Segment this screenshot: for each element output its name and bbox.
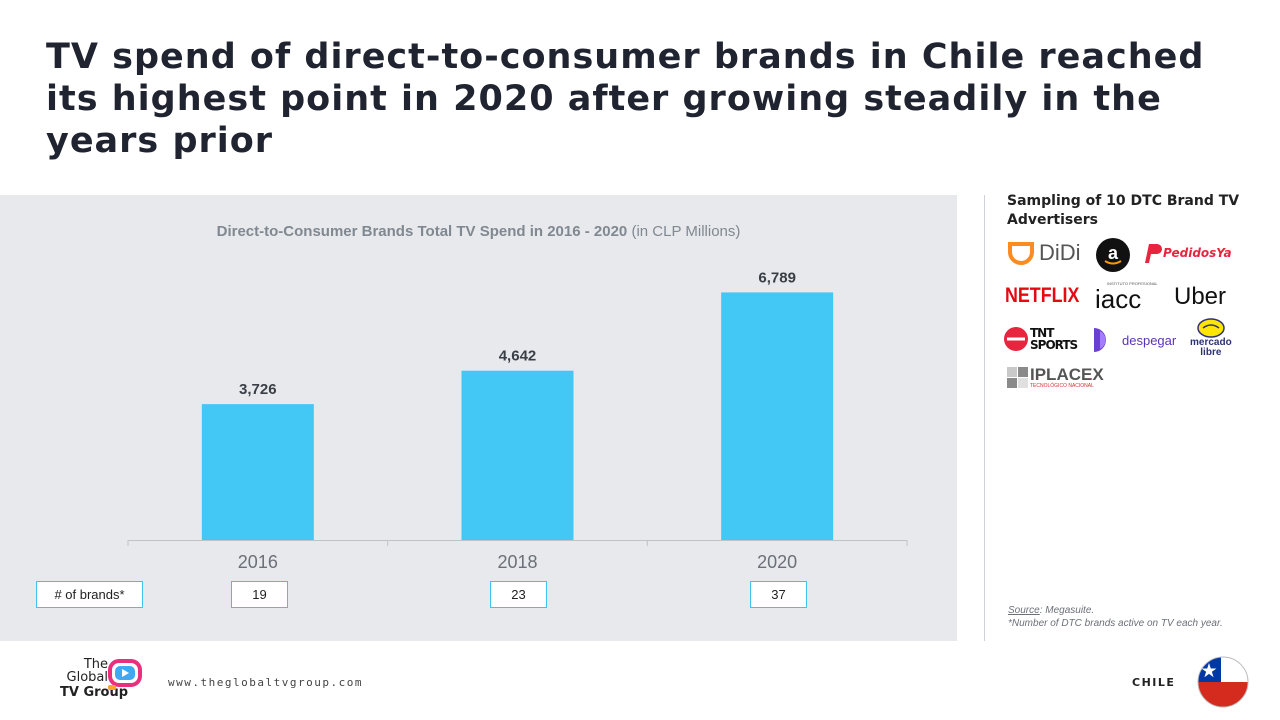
logo-text: The Global xyxy=(60,658,108,684)
logo-text-line1: The xyxy=(83,657,108,672)
x-tick-2016: 2016 xyxy=(238,552,278,572)
chart-title-bold: Direct-to-Consumer Brands Total TV Spend… xyxy=(216,223,628,240)
iacc-logo: INSTITUTO PROFESIONAL iacc xyxy=(1095,281,1158,312)
sidebar-title: Sampling of 10 DTC Brand TV Advertisers xyxy=(1007,193,1240,228)
chart-title-unit: (in CLP Millions) xyxy=(631,223,741,240)
source-note: Source: Megasuite. *Number of DTC brands… xyxy=(1008,604,1268,630)
website-url: www.theglobaltvgroup.com xyxy=(168,676,363,689)
despegar-logo: despegar xyxy=(1092,327,1176,353)
data-label-2018: 4,642 xyxy=(499,348,537,365)
bar-2016 xyxy=(201,404,314,540)
netflix-wordmark: NETFLIX xyxy=(1005,284,1080,307)
didi-logo: DiDi xyxy=(1006,238,1081,268)
x-tick-2020: 2020 xyxy=(757,552,797,572)
iplacex-logo: IPLACEX TECNOLÓGICO NACIONAL xyxy=(1007,366,1104,389)
iplacex-tagline: TECNOLÓGICO NACIONAL xyxy=(1030,383,1094,389)
netflix-logo: NETFLIX xyxy=(1005,284,1093,308)
page-title: TV spend of direct-to-consumer brands in… xyxy=(46,37,1205,161)
bar-chart: 3,726 2016 4,642 2018 6,789 2020 xyxy=(127,269,908,572)
chart-title: Direct-to-Consumer Brands Total TV Spend… xyxy=(0,223,957,240)
iplacex-icon xyxy=(1007,366,1028,388)
pedidosya-icon xyxy=(1145,244,1162,263)
despegar-wordmark: despegar xyxy=(1122,332,1177,348)
sports-wordmark: SPORTS xyxy=(1030,337,1078,352)
data-label-2020: 6,789 xyxy=(758,269,796,286)
brand-count-2020: 37 xyxy=(750,581,807,608)
logo-text-line2: Global xyxy=(66,670,108,685)
mercado-libre-icon xyxy=(1197,318,1225,338)
tnt-wordmark: TNT xyxy=(1030,325,1054,340)
tnt-sports-icon xyxy=(1004,327,1028,351)
country-label: CHILE xyxy=(1132,676,1176,689)
libre-wordmark: libre xyxy=(1200,347,1222,358)
pedidosya-wordmark: PedidosYa xyxy=(1163,246,1232,260)
chile-flag-icon xyxy=(1197,656,1249,708)
bar-2020 xyxy=(721,292,834,540)
uber-logo: Uber xyxy=(1174,283,1226,311)
brand-count-2016: 19 xyxy=(231,581,288,608)
mercado-libre-logo: mercado libre xyxy=(1190,318,1232,358)
bar-2018 xyxy=(461,370,574,540)
amazon-icon: a xyxy=(1096,238,1130,272)
brand-count-2018: 23 xyxy=(490,581,547,608)
x-tick-2018: 2018 xyxy=(497,552,537,572)
source-label: Source xyxy=(1008,605,1040,616)
vertical-divider xyxy=(984,195,985,641)
global-tv-group-logo: The Global TV Group xyxy=(60,658,150,706)
iplacex-wordmark: IPLACEX xyxy=(1030,365,1104,384)
uber-wordmark: Uber xyxy=(1174,283,1227,310)
despegar-icon xyxy=(1094,328,1106,352)
didi-wordmark: DiDi xyxy=(1039,240,1081,265)
brands-row-label: # of brands* xyxy=(36,581,143,608)
global-tv-logo-icon xyxy=(108,659,142,690)
iacc-wordmark: iacc xyxy=(1095,284,1142,314)
chart-panel: Direct-to-Consumer Brands Total TV Spend… xyxy=(0,195,957,641)
amazon-logo: a xyxy=(1095,237,1131,273)
data-label-2016: 3,726 xyxy=(239,381,277,398)
source-text: : Megasuite. xyxy=(1039,605,1095,616)
brands-footnote: *Number of DTC brands active on TV each … xyxy=(1008,618,1223,629)
pedidosya-logo: PedidosYa xyxy=(1142,242,1232,264)
tnt-sports-logo: TNT SPORTS xyxy=(1003,325,1078,352)
didi-mark-icon xyxy=(1008,242,1034,265)
amazon-letter: a xyxy=(1108,243,1119,263)
iacc-tagline: INSTITUTO PROFESIONAL xyxy=(1107,281,1158,286)
mercado-wordmark: mercado xyxy=(1190,337,1232,348)
